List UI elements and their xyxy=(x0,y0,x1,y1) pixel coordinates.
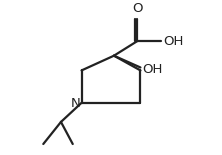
Text: N: N xyxy=(71,97,81,110)
Text: O: O xyxy=(132,2,143,15)
Text: OH: OH xyxy=(143,63,163,76)
Text: OH: OH xyxy=(163,35,184,48)
